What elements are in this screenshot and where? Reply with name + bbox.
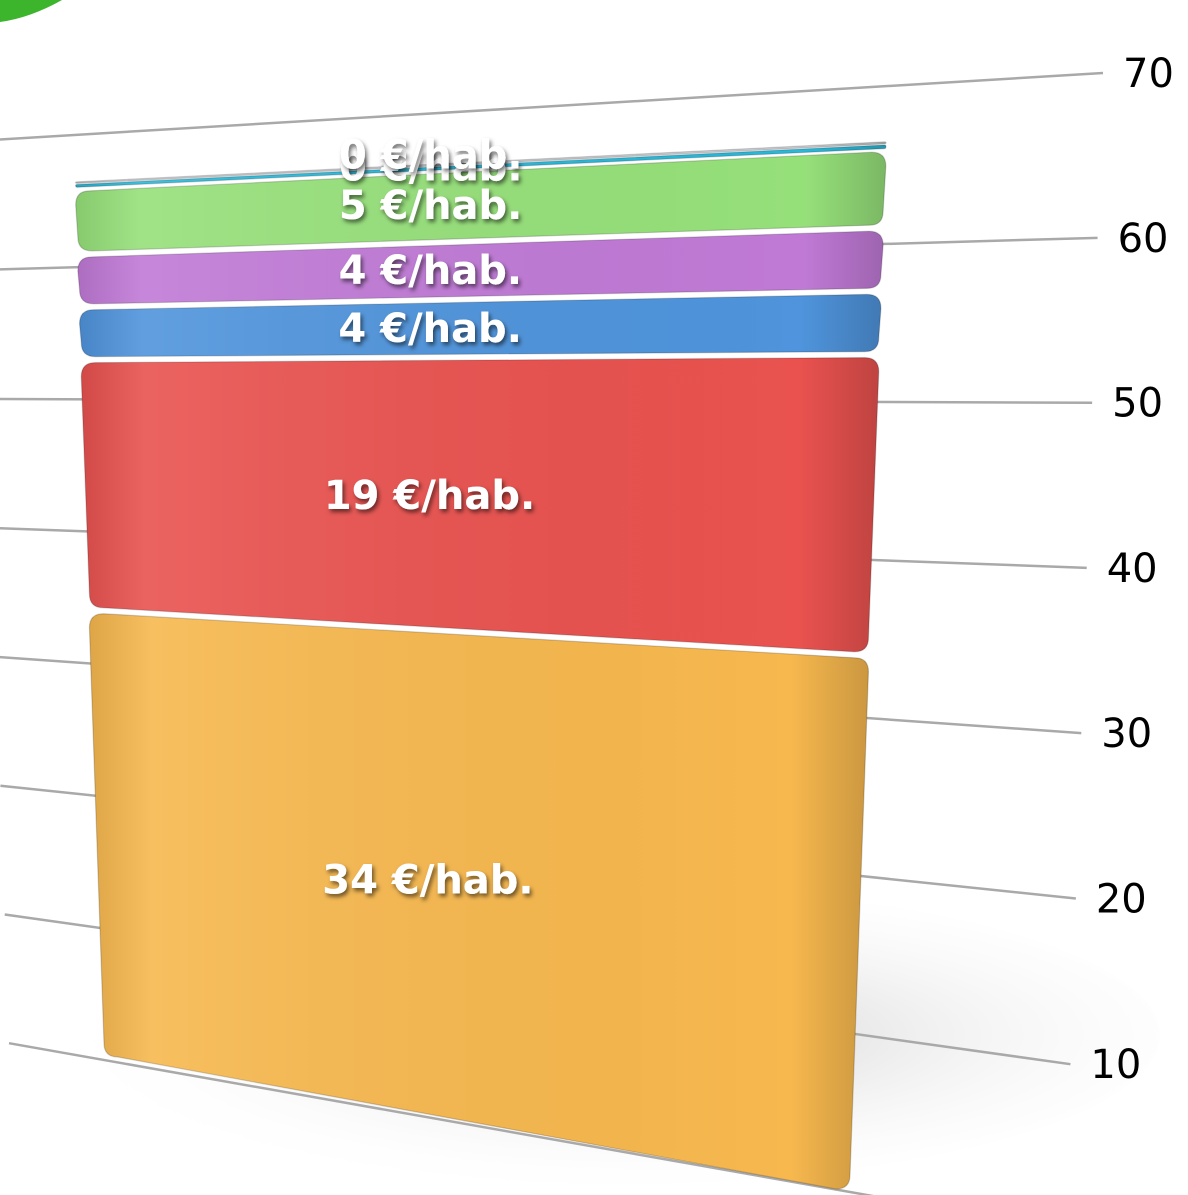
bar-segment-shading [79,294,881,357]
y-tick-label: 50 [1112,381,1163,427]
segment-data-label: 0 €/hab. [339,144,523,190]
bars [74,141,887,1190]
segment-data-label: 19 €/hab. [324,473,535,519]
segment-labels: 34 €/hab. 19 €/hab. 4 €/hab. 4 €/hab. 5 €/ha… [322,132,535,903]
y-tick-label: 40 [1107,546,1158,592]
y-tick-label: 60 [1118,216,1169,262]
bar-segment-shading [89,613,869,1189]
bar-segment-shading [77,231,884,304]
y-tick-label: 30 [1101,711,1152,757]
segment-data-label: 4 €/hab. [338,306,522,352]
segment-data-label: 5 €/hab. [339,183,523,229]
segment-data-label: 34 €/hab. [322,857,533,903]
y-axis-tick-labels: 010203040506070 [1090,51,1174,1088]
segment-data-label: 4 €/hab. [339,248,523,294]
y-tick-label: 10 [1090,1042,1141,1088]
gridline [8,1041,875,1195]
bar-segment-shading [75,152,886,251]
bar-segment-shading [81,357,879,652]
bar-segment-shading [75,141,887,184]
bar-segment-shading [75,145,886,188]
gridline [0,71,1104,141]
corner-accent [0,0,62,22]
y-tick-label: 20 [1096,877,1147,923]
y-tick-label: 70 [1123,51,1174,97]
segment-data-label: 0 €/hab. [339,132,523,178]
